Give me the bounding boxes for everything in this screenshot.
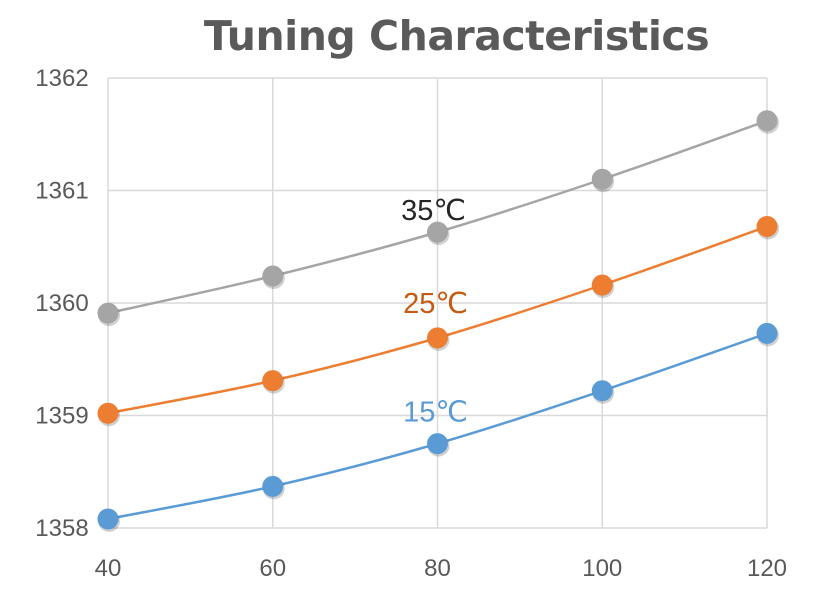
data-point [756,216,778,237]
y-tick-label: 1360 [35,290,88,317]
data-point [427,327,448,349]
data-point [262,265,284,287]
series-labels: 15℃ 25℃ 35℃ [401,195,468,429]
data-point [591,274,613,296]
series-25c [97,216,779,427]
y-tick-label: 1362 [35,65,88,92]
x-tick-label: 120 [747,555,787,582]
series-label-35c: 35℃ [401,195,466,227]
x-tick-label: 80 [424,555,451,582]
data-point [591,168,613,190]
y-tick-label: 1359 [35,403,88,430]
data-point [756,110,778,132]
data-series [97,110,779,532]
series-label-25c: 25℃ [403,288,468,320]
axis-tick-labels: 1358 1359 1360 1361 1362 40 60 80 100 120 [35,65,787,582]
x-tick-label: 100 [582,555,622,582]
y-tick-label: 1361 [35,178,88,205]
x-tick-label: 60 [259,555,286,582]
data-point [591,380,613,402]
data-point [97,402,119,424]
data-point [427,433,448,455]
data-point [262,370,284,392]
data-point [756,322,778,344]
data-point [262,475,284,497]
x-tick-label: 40 [95,555,122,582]
series-label-15c: 15℃ [403,397,468,429]
data-point [427,221,448,243]
chart-title: Tuning Characteristics [203,12,710,60]
series-35c [97,110,779,327]
grid-lines [107,77,768,529]
data-point [97,508,119,530]
y-tick-label: 1358 [35,515,88,542]
series-15c [97,322,779,532]
data-point [97,302,119,324]
